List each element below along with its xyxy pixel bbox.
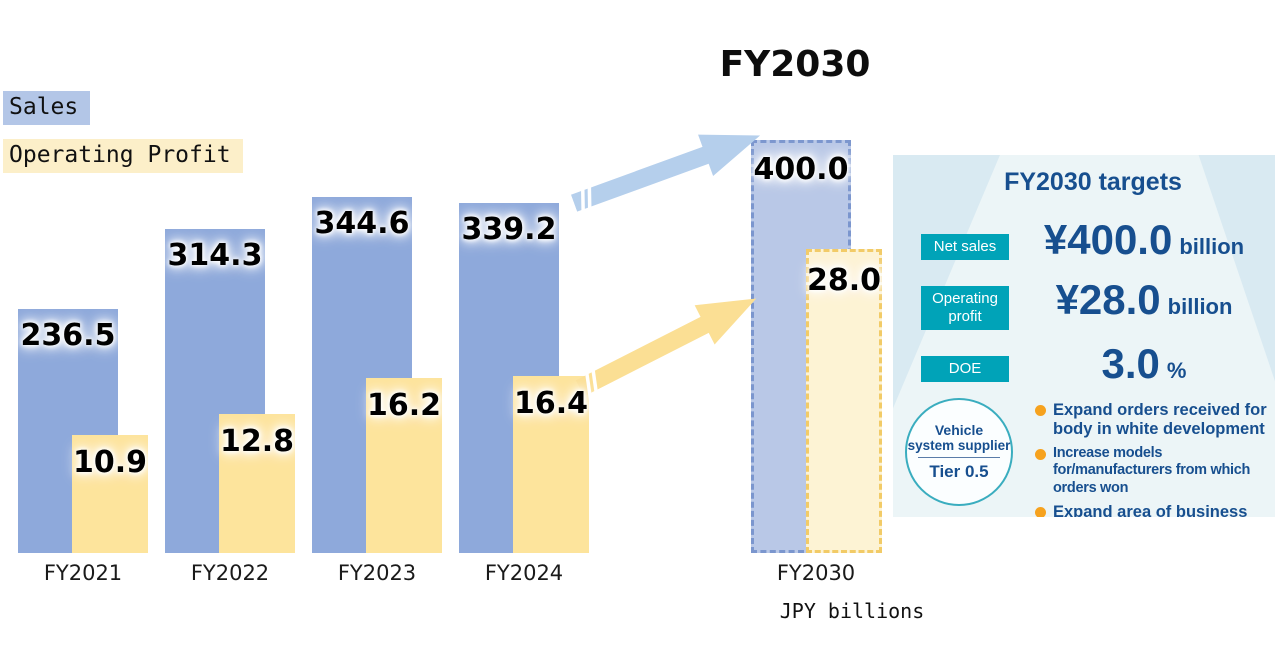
bullet-dot-icon: [1035, 448, 1046, 460]
operating-profit-bar-fy2022: [219, 414, 295, 553]
net-sales-badge: Net sales: [921, 234, 1009, 260]
operating-profit-target-value: ¥28.0 billion: [1021, 279, 1267, 321]
operating-profit-target-bar-fy2030: [806, 249, 882, 553]
circle-line2: system supplier: [907, 438, 1011, 453]
net-sales-unit: billion: [1179, 234, 1245, 259]
bullet-text: Increase models for/manufacturers from w…: [1053, 444, 1251, 496]
sales-growth-arrow-icon: [570, 134, 761, 217]
op-value-fy2023: 16.2: [366, 388, 442, 423]
strategy-bullet-list: Expand orders received for body in white…: [1035, 401, 1271, 517]
panel-title: FY2030 targets: [1004, 168, 1182, 196]
fy2030-targets-panel: FY2030 targets Net sales ¥400.0 billion O…: [893, 155, 1275, 517]
xaxis-label-fy2030: FY2030: [776, 561, 856, 585]
op-value-fy2024: 16.4: [513, 386, 589, 421]
xaxis-label-fy2023: FY2023: [337, 561, 417, 585]
bullet-text: Expand area of business: [1053, 503, 1248, 517]
doe-amount: 3.0: [1101, 340, 1160, 387]
sales-value-fy2021: 236.5: [20, 318, 116, 353]
op-target-value-fy2030: 28.0: [806, 263, 882, 298]
tier-05-circle: Vehicle system supplier Tier 0.5: [905, 398, 1013, 506]
net-sales-amount: ¥400.0: [1043, 216, 1173, 263]
xaxis-label-fy2021: FY2021: [43, 561, 123, 585]
axis-unit-label: JPY billions: [779, 599, 925, 623]
operating-profit-badge: Operating profit: [921, 286, 1009, 330]
doe-unit: %: [1166, 358, 1187, 383]
sales-value-fy2023: 344.6: [314, 206, 410, 241]
sales-value-fy2022: 314.3: [167, 238, 263, 273]
op-value-fy2022: 12.8: [219, 424, 295, 459]
fy2030-title: FY2030: [719, 44, 871, 85]
circle-divider: [918, 457, 1000, 458]
circle-line1: Vehicle: [934, 422, 984, 438]
profit-growth-arrow-icon: [575, 298, 757, 402]
operating-profit-bar-fy2024: [513, 376, 589, 553]
xaxis-label-fy2024: FY2024: [484, 561, 564, 585]
legend-sales: Sales: [3, 91, 91, 125]
list-item: Expand orders received for body in white…: [1035, 401, 1271, 439]
doe-target-value: 3.0%: [1021, 343, 1267, 385]
bullet-dot-icon: [1035, 507, 1046, 517]
sales-target-value-fy2030: 400.0: [753, 152, 849, 187]
xaxis-label-fy2022: FY2022: [190, 561, 270, 585]
operating-profit-amount: ¥28.0: [1055, 276, 1161, 323]
net-sales-target-value: ¥400.0 billion: [1021, 219, 1267, 261]
operating-profit-unit: billion: [1167, 294, 1233, 319]
op-value-fy2021: 10.9: [72, 445, 148, 480]
operating-profit-bar-fy2021: [72, 435, 148, 553]
bullet-dot-icon: [1035, 405, 1046, 416]
list-item: Expand area of business: [1035, 503, 1271, 517]
circle-tier-label: Tier 0.5: [929, 462, 989, 481]
sales-value-fy2024: 339.2: [461, 212, 557, 247]
doe-badge: DOE: [921, 356, 1009, 382]
bullet-text: Expand orders received for body in white…: [1053, 401, 1267, 438]
list-item: Increase models for/manufacturers from w…: [1035, 445, 1271, 497]
legend-operating-profit: Operating Profit: [3, 139, 243, 173]
operating-profit-bar-fy2023: [366, 378, 442, 553]
